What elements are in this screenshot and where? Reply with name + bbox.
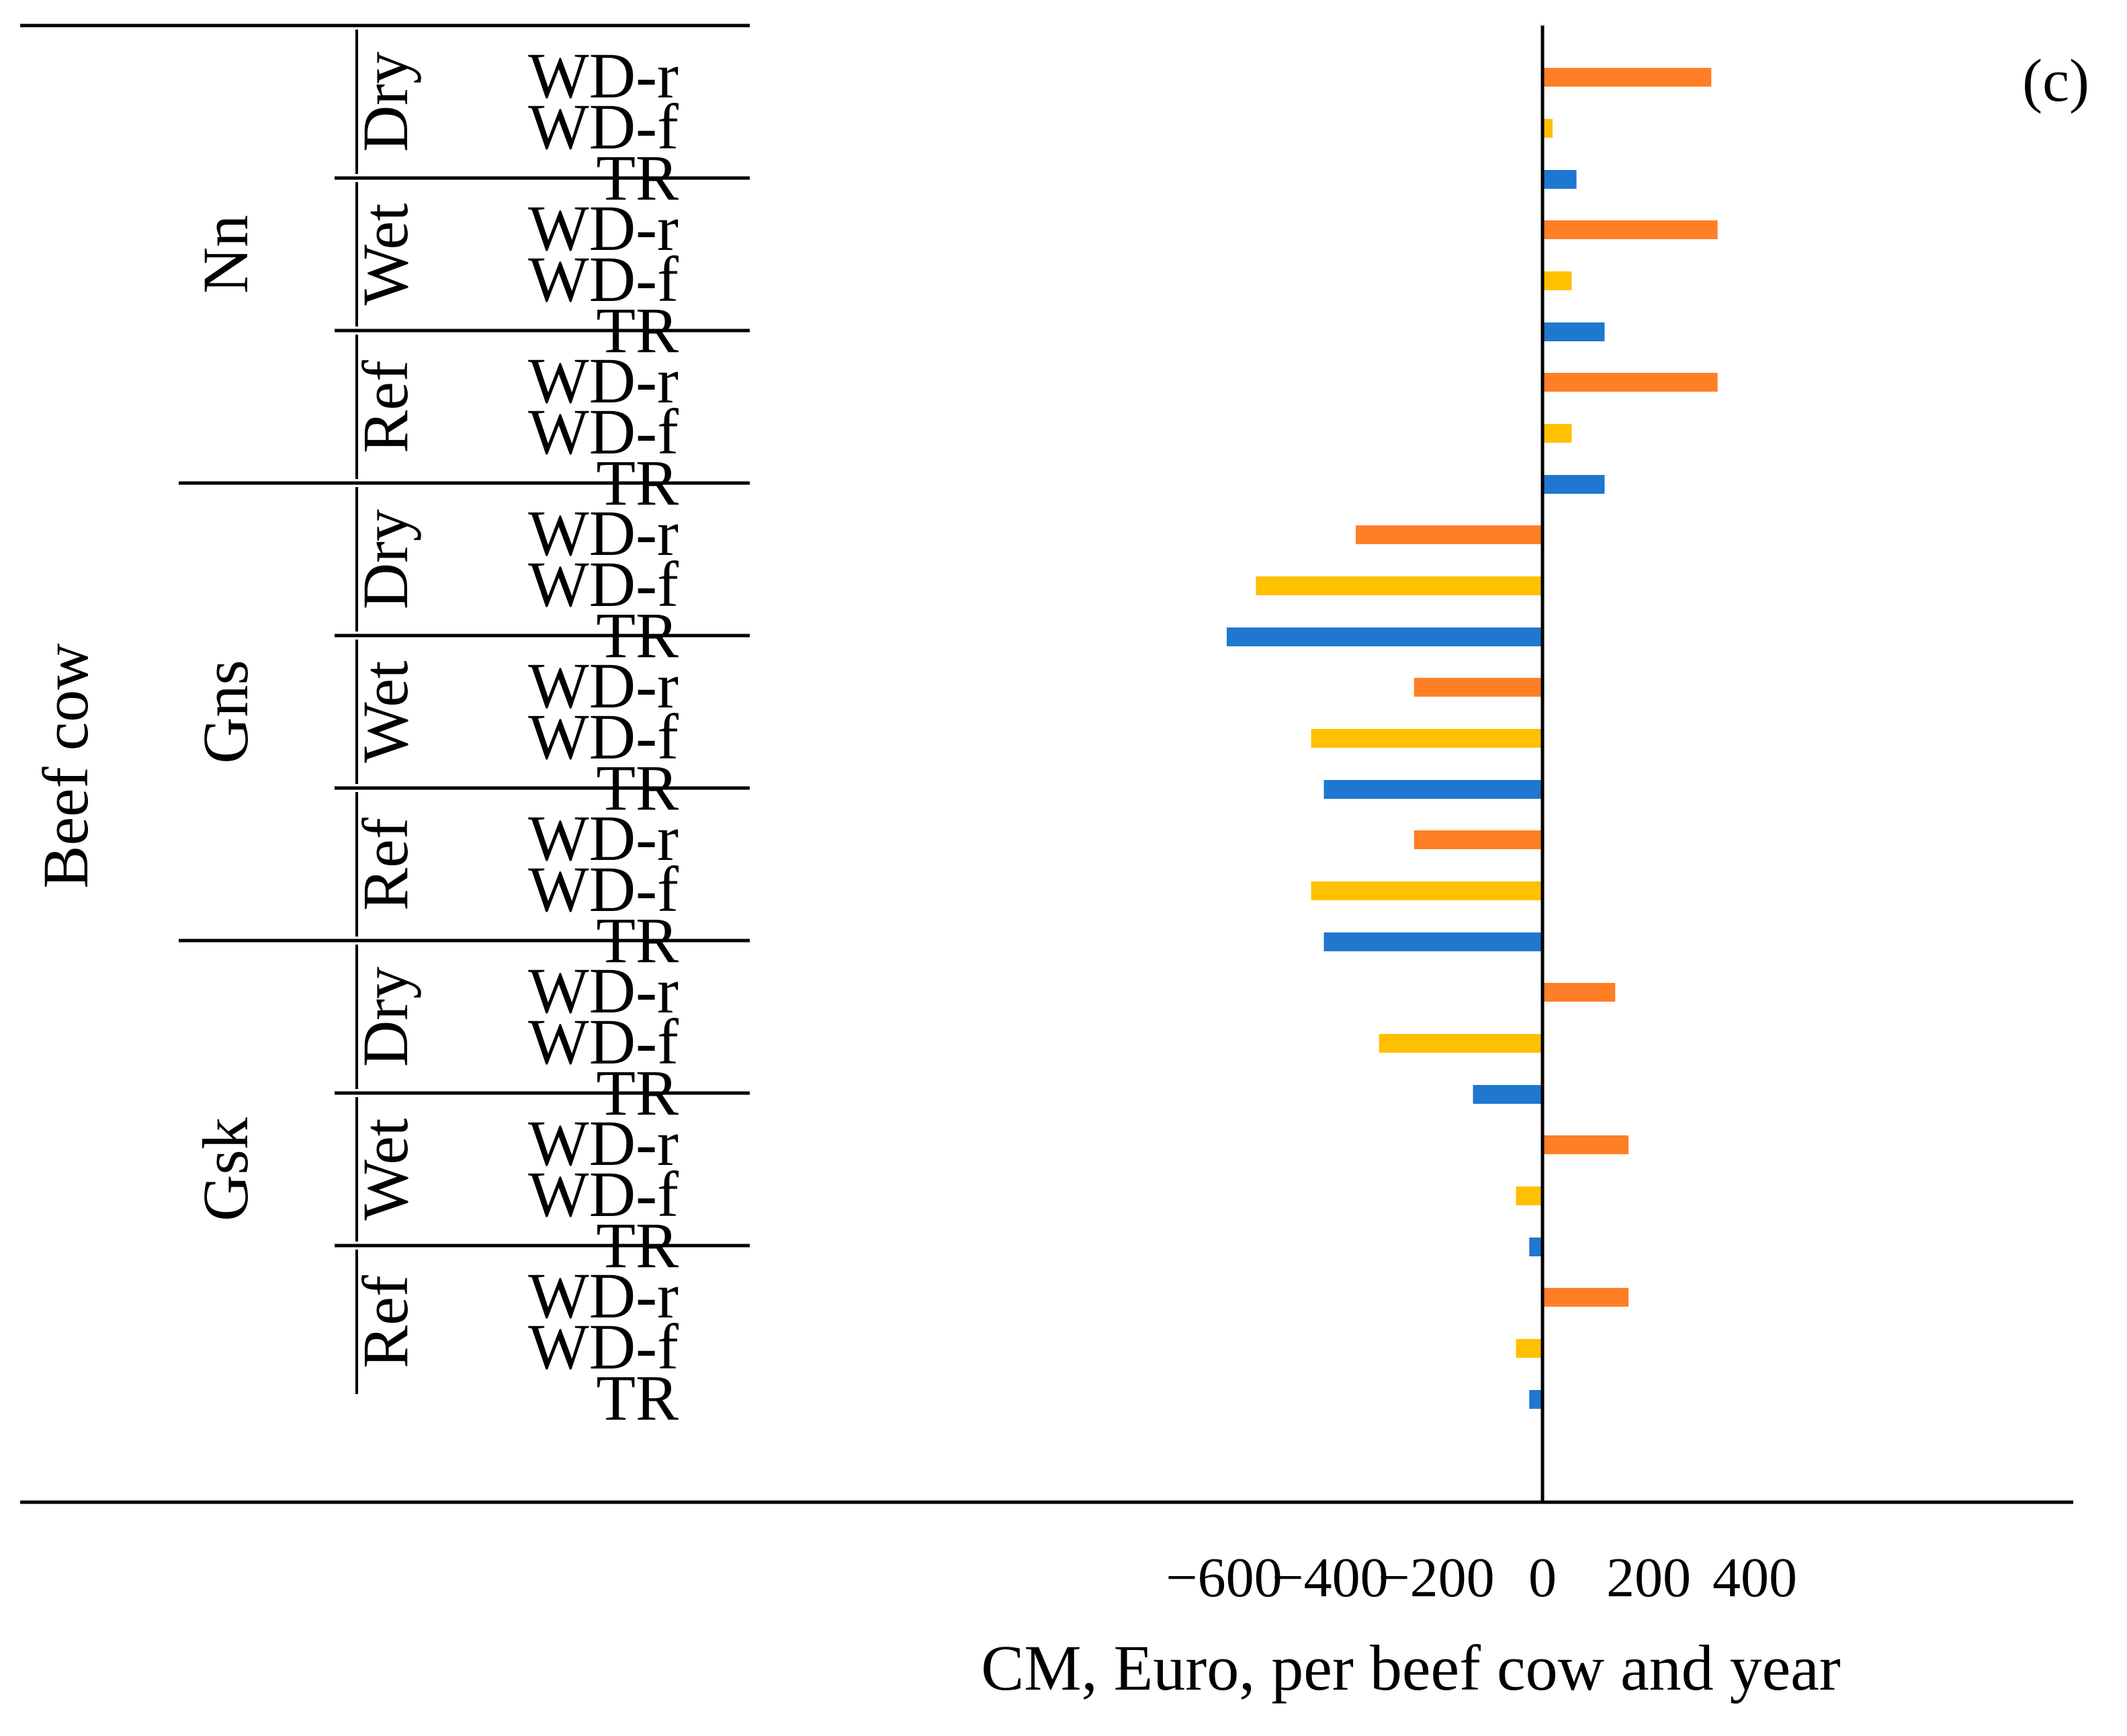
group-label-nn: Nn <box>189 215 261 294</box>
subgroup-label-ref: Ref <box>349 1275 421 1369</box>
bar-gsk-dry-wd-f <box>1379 1034 1543 1053</box>
x-axis-label: CM, Euro, per beef cow and year <box>981 1632 1841 1704</box>
subgroup-label-ref: Ref <box>349 818 421 911</box>
subgroup-label-dry: Dry <box>349 509 421 609</box>
bar-gns-ref-tr <box>1323 932 1543 951</box>
bar-label-tr: TR <box>596 1209 679 1281</box>
bar-nn-dry-tr <box>1543 170 1577 189</box>
bar-label-wd-r: WD-r <box>528 345 679 417</box>
bar-gns-dry-wd-r <box>1355 525 1543 544</box>
bar-label-tr: TR <box>596 599 679 671</box>
bar-nn-dry-wd-r <box>1543 68 1712 87</box>
bar-label-wd-f: WD-f <box>528 853 679 925</box>
subgroup-label-wet: Wet <box>349 1118 421 1221</box>
bar-gsk-dry-tr <box>1473 1085 1543 1104</box>
bar-gsk-wet-wd-r <box>1543 1135 1629 1154</box>
bar-label-tr: TR <box>596 752 679 824</box>
bars <box>1226 68 1718 1409</box>
x-tick-labels: −600−400−200 0 200 400 <box>1166 1547 1797 1609</box>
bar-label-wd-r: WD-r <box>528 1107 679 1179</box>
panel-label: (c) <box>2022 48 2089 114</box>
x-tick-label: −600 <box>1166 1547 1282 1609</box>
x-tick-label: 0 <box>1528 1547 1557 1609</box>
bar-gsk-ref-wd-r <box>1543 1288 1629 1307</box>
bar-nn-wet-wd-r <box>1543 220 1718 239</box>
bar-label-wd-r: WD-r <box>528 1260 679 1332</box>
group-label-gns: Gns <box>189 660 261 764</box>
x-tick-label: 200 <box>1606 1547 1691 1609</box>
bar-label-tr: TR <box>596 294 679 366</box>
bar-gsk-dry-wd-r <box>1543 983 1616 1002</box>
bar-gns-dry-wd-f <box>1256 576 1543 595</box>
bar-label-tr: TR <box>596 1362 679 1434</box>
bar-gns-ref-wd-r <box>1414 830 1543 849</box>
bar-nn-wet-wd-f <box>1543 271 1572 290</box>
bar-gns-dry-tr <box>1226 627 1543 646</box>
bar-label-wd-f: WD-f <box>528 396 679 468</box>
bar-label-wd-f: WD-f <box>528 1006 679 1078</box>
bar-gns-ref-wd-f <box>1311 881 1543 900</box>
bar-gsk-ref-wd-f <box>1516 1339 1543 1358</box>
bar-label-tr: TR <box>596 447 679 519</box>
bar-label-wd-r: WD-r <box>528 955 679 1027</box>
bar-gns-wet-wd-f <box>1311 729 1543 748</box>
subgroup-label-wet: Wet <box>349 660 421 763</box>
bar-label-wd-r: WD-r <box>528 192 679 264</box>
bar-label-wd-f: WD-f <box>528 1311 679 1383</box>
bar-nn-ref-wd-f <box>1543 424 1572 443</box>
bar-label-wd-f: WD-f <box>528 1158 679 1230</box>
bar-nn-ref-tr <box>1543 475 1605 494</box>
bar-gns-wet-wd-r <box>1414 678 1543 697</box>
bar-label-wd-f: WD-f <box>528 548 679 620</box>
bar-label-wd-f: WD-f <box>528 243 679 315</box>
bar-nn-ref-wd-r <box>1543 373 1718 392</box>
bar-label-tr: TR <box>596 904 679 976</box>
bar-label-wd-f: WD-f <box>528 701 679 773</box>
y-axis-label: Beef cow <box>30 643 101 888</box>
x-tick-label: −200 <box>1378 1547 1494 1609</box>
bar-label-tr: TR <box>596 142 679 214</box>
bar-label-wd-r: WD-r <box>528 497 679 569</box>
bar-nn-wet-tr <box>1543 322 1605 341</box>
x-tick-label: −400 <box>1272 1547 1388 1609</box>
subgroup-label-wet: Wet <box>349 203 421 306</box>
bar-gsk-wet-tr <box>1529 1238 1543 1256</box>
axes <box>20 26 2073 1504</box>
x-tick-label: 400 <box>1712 1547 1797 1609</box>
bar-label-wd-r: WD-r <box>528 650 679 722</box>
bar-label-wd-f: WD-f <box>528 91 679 163</box>
bar-label-wd-r: WD-r <box>528 802 679 874</box>
bar-gsk-wet-wd-f <box>1516 1186 1543 1205</box>
bar-gns-wet-tr <box>1323 780 1543 799</box>
subgroup-label-dry: Dry <box>349 52 421 152</box>
bar-label-tr: TR <box>596 1057 679 1129</box>
category-hierarchy-lines <box>20 24 750 1394</box>
group-label-gsk: Gsk <box>189 1117 261 1221</box>
bar-nn-dry-wd-f <box>1543 119 1553 138</box>
bar-gsk-ref-tr <box>1529 1390 1543 1409</box>
subgroup-label-dry: Dry <box>349 967 421 1067</box>
subgroup-label-ref: Ref <box>349 360 421 453</box>
bar-label-wd-r: WD-r <box>528 40 679 112</box>
